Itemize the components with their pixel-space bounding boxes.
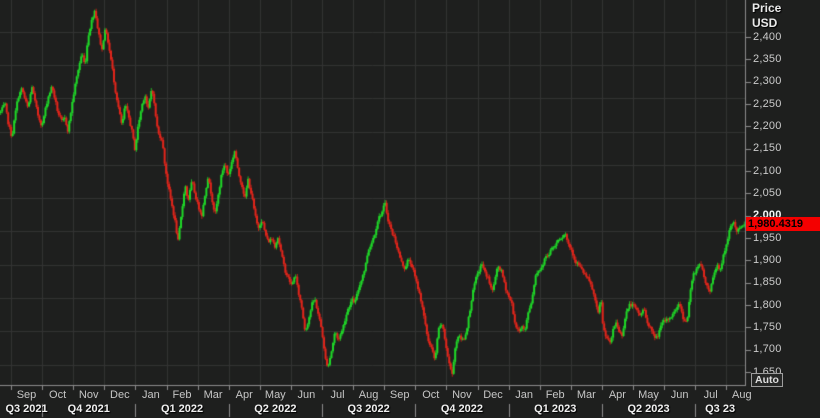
time-axis-month-label: Mar: [203, 389, 223, 401]
time-axis-quarter-label: Q3 2022: [347, 403, 390, 415]
time-axis-quarter-label: Q3 2021: [5, 403, 48, 415]
time-axis-month-label: Nov: [78, 389, 99, 401]
time-axis-month-label: Jan: [515, 389, 533, 401]
time-axis-month-label: Jul: [330, 389, 345, 401]
price-tick-label: 1,800: [753, 298, 782, 311]
price-tick-label: 1,900: [753, 253, 782, 266]
price-tick-label: 2,150: [753, 142, 782, 155]
time-axis-month-label: Sep: [389, 389, 410, 401]
auto-scale-button[interactable]: Auto: [751, 373, 783, 387]
time-axis-month-label: Dec: [483, 389, 503, 401]
price-tick-label: 1,950: [753, 231, 782, 244]
price-tick-label: 2,100: [753, 164, 782, 177]
time-axis-month-label: Nov: [452, 389, 472, 401]
time-axis-month-label: Apr: [608, 389, 626, 401]
time-axis-month-label: May: [638, 389, 659, 401]
time-axis-month-label: Jul: [703, 389, 718, 401]
time-axis-quarter-label: Q1 2023: [534, 403, 577, 415]
price-tick-label: 2,400: [753, 30, 782, 43]
last-price-tag: 1,980.4319: [746, 217, 820, 232]
price-tick-label: 1,750: [753, 320, 782, 333]
time-axis-quarter-label: Q2 2023: [627, 403, 670, 415]
price-tick-label: 1,850: [753, 276, 782, 289]
time-axis-quarter-label: Q1 2022: [160, 403, 204, 415]
price-axis-title-line2: USD: [752, 16, 778, 30]
time-axis-quarter-label: Q2 2022: [254, 403, 297, 415]
price-tick-label: 2,050: [753, 186, 782, 199]
time-axis-month-label: Aug: [358, 389, 379, 401]
price-axis-title: Price USD: [752, 1, 781, 31]
time-axis-quarter-label: Q4 2022: [440, 403, 484, 415]
time-axis-month-label: May: [264, 389, 286, 401]
time-axis-month-label: Jan: [142, 389, 160, 401]
time-axis-month-label: Oct: [49, 389, 67, 401]
time-axis-month-label: Sep: [16, 389, 37, 401]
price-tick-label: 2,350: [753, 52, 782, 65]
time-axis-month-label: Dec: [110, 389, 130, 401]
time-axis-month-label: Jun: [297, 389, 316, 401]
price-tick-label: 1,700: [753, 343, 782, 356]
time-axis-month-label: Oct: [422, 389, 440, 401]
time-axis-quarter-label: Q4 2021: [67, 403, 110, 415]
time-axis-month-label: Feb: [172, 389, 192, 401]
time-axis-month-label: Jun: [670, 389, 689, 401]
price-axis-title-line1: Price: [752, 1, 782, 15]
time-axis-month-label: Feb: [545, 389, 565, 401]
price-tick-label: 2,250: [753, 97, 782, 110]
time-axis-month-label: Aug: [732, 389, 752, 401]
time-axis-month-label: Mar: [576, 389, 596, 401]
time-axis-month-label: Apr: [235, 389, 253, 401]
price-tick-label: 2,300: [753, 75, 782, 88]
time-axis-quarter-label: Q3 23: [705, 403, 736, 415]
price-tick-label: 2,200: [753, 119, 782, 132]
